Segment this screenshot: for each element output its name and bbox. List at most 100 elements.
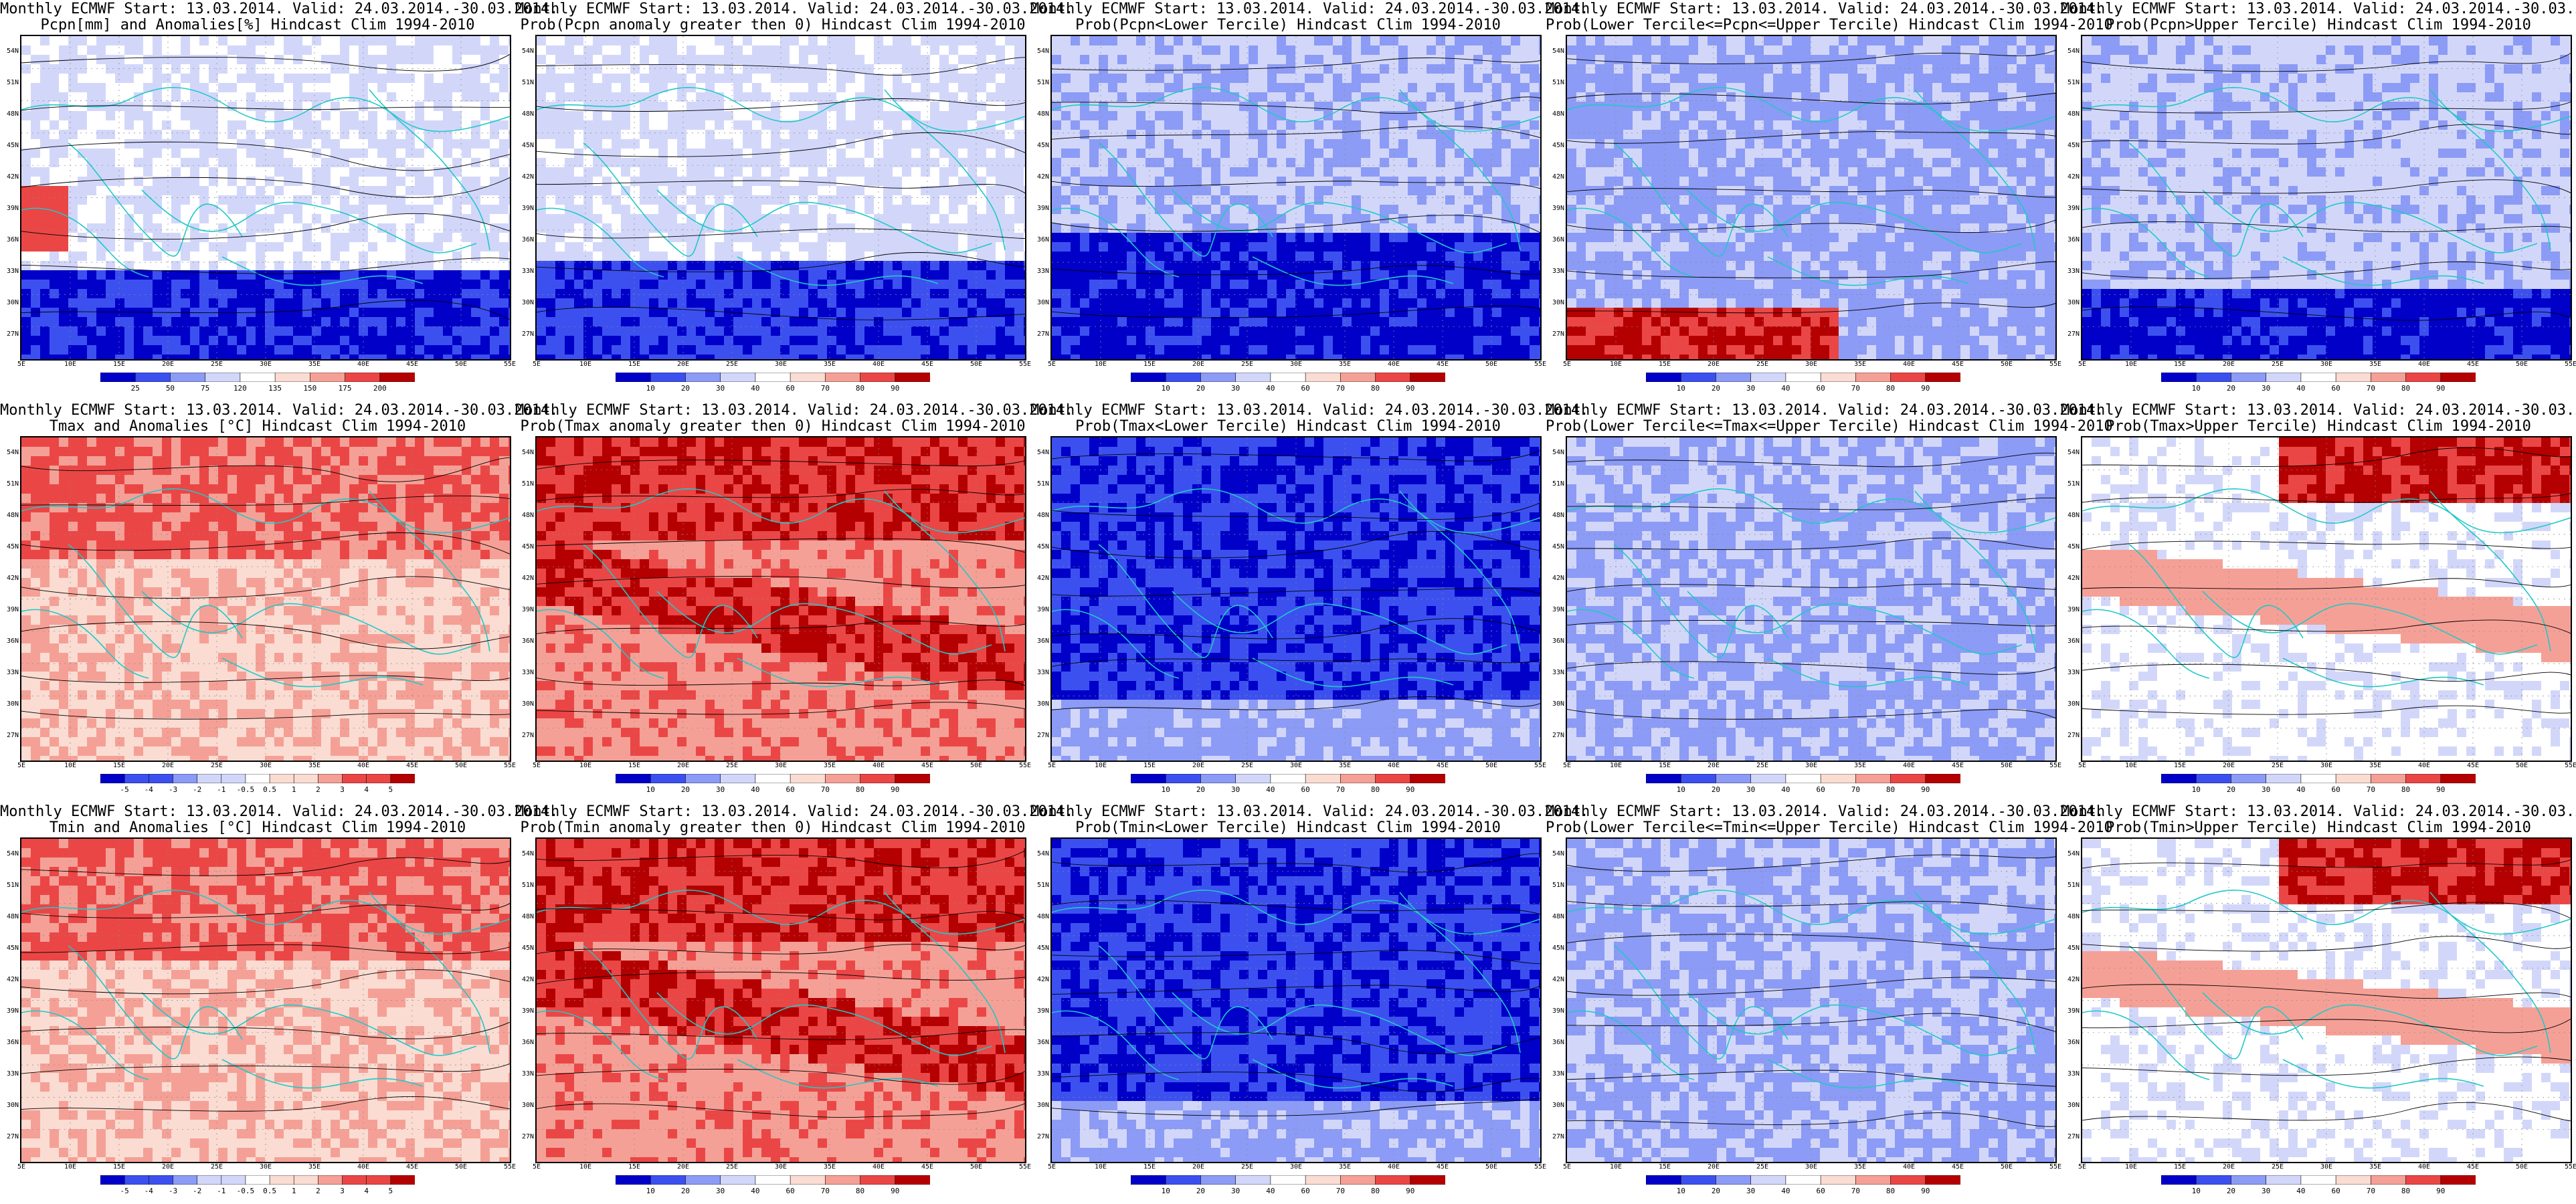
anomaly-map-icon: [20, 837, 511, 1163]
map-panel: Monthly ECMWF Start: 13.03.2014. Valid: …: [1546, 0, 2113, 401]
colorbar-label: 30: [1746, 786, 1755, 793]
colorbar-label: 4: [364, 786, 369, 793]
colorbar-label: 40: [751, 385, 759, 392]
panel-title-line2: Prob(Tmin>Upper Tercile) Hindcast Clim 1…: [2061, 820, 2576, 836]
latitude-label: 33N: [2061, 670, 2080, 676]
longitude-label: 45E: [406, 361, 418, 368]
colorbar-label: 60: [786, 385, 794, 392]
colorbar-label: -5: [120, 786, 129, 793]
longitude-label: 5E: [1048, 1164, 1056, 1171]
colorbar-label: 1: [292, 1187, 296, 1195]
panel-title-line2: Prob(Lower Tercile<=Tmin<=Upper Tercile)…: [1546, 820, 2113, 836]
colorbar-label: -3: [169, 786, 177, 793]
colorbar-label: 70: [2367, 1187, 2375, 1195]
colorbar: [1646, 1175, 1960, 1185]
latitude-label: 54N: [2061, 48, 2080, 55]
latitude-label: 39N: [515, 205, 534, 212]
latitude-label: 36N: [1030, 638, 1049, 645]
longitude-label: 35E: [308, 763, 320, 769]
colorbar-label: 80: [1371, 786, 1380, 793]
latitude-label: 51N: [2061, 80, 2080, 86]
longitude-label: 10E: [1095, 1164, 1107, 1171]
colorbar: [616, 1175, 930, 1185]
latitude-label: 48N: [1546, 512, 1564, 519]
map-field: [1052, 36, 1540, 359]
longitude-label: 35E: [1339, 361, 1351, 368]
colorbar-label: 10: [646, 1187, 655, 1195]
longitude-label: 10E: [1095, 361, 1107, 368]
colorbar-label: 10: [1162, 786, 1170, 793]
latitude-label: 30N: [1030, 1102, 1049, 1109]
colorbar-label: 30: [2262, 786, 2270, 793]
longitude-label: 40E: [1903, 1164, 1915, 1171]
latitude-label: 54N: [1030, 851, 1049, 858]
panel-title-line1: Monthly ECMWF Start: 13.03.2014. Valid: …: [1546, 403, 2104, 419]
longitude-label: 35E: [308, 361, 320, 368]
longitude-label: 25E: [1241, 361, 1253, 368]
anomaly-map-icon: [20, 35, 511, 361]
colorbar-label: 5: [389, 786, 393, 793]
latitude-label: 36N: [1546, 237, 1564, 243]
longitude-label: 5E: [1563, 1164, 1571, 1171]
latitude-label: 42N: [1030, 977, 1049, 983]
longitude-label: 20E: [2223, 1164, 2235, 1171]
latitude-label: 45N: [515, 142, 534, 149]
probability-map-icon: [1566, 837, 2057, 1163]
latitude-label: 30N: [0, 1102, 19, 1109]
longitude-label: 50E: [2001, 361, 2013, 368]
map-field: [21, 839, 510, 1162]
map-field: [1567, 437, 2055, 761]
latitude-label: 54N: [1546, 48, 1564, 55]
longitude-label: 5E: [533, 763, 541, 769]
longitude-label: 45E: [406, 1164, 418, 1171]
latitude-label: 36N: [0, 638, 19, 645]
colorbar-label: 0.5: [263, 786, 276, 793]
longitude-label: 55E: [504, 1164, 516, 1171]
probability-map-icon: [1050, 837, 1542, 1163]
latitude-label: 33N: [515, 670, 534, 676]
latitude-label: 51N: [2061, 481, 2080, 488]
colorbar-label: 70: [821, 786, 830, 793]
colorbar: [2161, 774, 2476, 783]
map-panel: Monthly ECMWF Start: 13.03.2014. Valid: …: [1546, 401, 2113, 803]
longitude-label: 35E: [824, 361, 836, 368]
colorbar-label: 70: [1336, 385, 1345, 392]
longitude-label: 20E: [162, 763, 174, 769]
map-field: [1052, 437, 1540, 761]
latitude-label: 54N: [515, 851, 534, 858]
longitude-label: 55E: [2049, 361, 2061, 368]
latitude-label: 45N: [1546, 945, 1564, 952]
longitude-label: 30E: [1290, 763, 1302, 769]
longitude-label: 25E: [1756, 1164, 1768, 1171]
colorbar-label: 175: [339, 385, 352, 392]
colorbar-label: 5: [389, 1187, 393, 1195]
latitude-label: 48N: [2061, 914, 2080, 920]
probability-map-icon: [2081, 35, 2572, 361]
latitude-label: 45N: [0, 544, 19, 550]
latitude-label: 36N: [0, 1039, 19, 1046]
colorbar-label: 70: [1336, 1187, 1345, 1195]
panel-title-line2: Tmax and Anomalies [°C] Hindcast Clim 19…: [0, 419, 515, 435]
latitude-label: 39N: [2061, 205, 2080, 212]
longitude-label: 40E: [2418, 361, 2430, 368]
colorbar-label: 3: [340, 786, 345, 793]
longitude-label: 20E: [1708, 361, 1720, 368]
map-field: [21, 437, 510, 761]
longitude-label: 15E: [628, 361, 640, 368]
colorbar-label: 20: [2227, 1187, 2235, 1195]
colorbar-label: 90: [1921, 385, 1930, 392]
colorbar-label: 90: [1921, 786, 1930, 793]
latitude-label: 54N: [515, 449, 534, 456]
colorbar-label: 10: [1677, 1187, 1685, 1195]
longitude-label: 30E: [1290, 361, 1302, 368]
colorbar-label: 30: [1746, 1187, 1755, 1195]
latitude-label: 42N: [2061, 174, 2080, 181]
colorbar-label: 20: [681, 385, 690, 392]
longitude-label: 50E: [2001, 763, 2013, 769]
colorbar-label: -1: [217, 1187, 225, 1195]
latitude-label: 33N: [1546, 1071, 1564, 1078]
latitude-label: 54N: [1030, 449, 1049, 456]
longitude-label: 40E: [357, 763, 369, 769]
latitude-label: 39N: [1546, 607, 1564, 613]
longitude-label: 5E: [1563, 763, 1571, 769]
